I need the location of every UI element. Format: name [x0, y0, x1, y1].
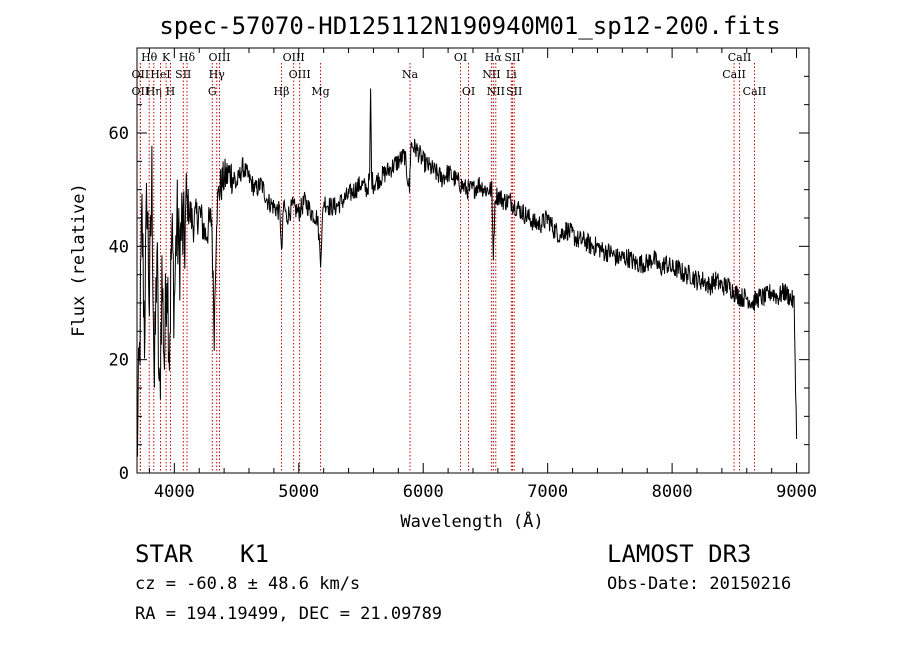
survey-name: LAMOST DR3: [607, 540, 752, 568]
plot-frame: [136, 47, 810, 474]
line-marker-label: OIII: [289, 68, 311, 81]
line-marker-label: Hδ: [179, 51, 196, 64]
x-tick-label: 9000: [776, 482, 817, 502]
observation-date: Obs-Date: 20150216: [607, 574, 792, 594]
chart-title: spec-57070-HD125112N190940M01_sp12-200.f…: [159, 12, 780, 40]
x-tick-label: 7000: [527, 482, 568, 502]
line-marker-label: NII: [487, 85, 505, 98]
y-tick-label: 20: [109, 351, 129, 371]
y-axis-label: Flux (relative): [69, 183, 89, 337]
spectral-line-markers: OIIHθOIIHηHeIKHSIIHδGOIIIHγHβOIIIOIIIMgN…: [132, 51, 767, 473]
x-axis: 4000 5000 6000 7000 8000 9000: [148, 48, 817, 502]
line-marker-label: CaII: [722, 68, 746, 81]
y-tick-label: 0: [119, 464, 129, 484]
line-marker-label: OIII: [283, 51, 305, 64]
x-tick-label: 4000: [154, 482, 195, 502]
x-tick-label: 6000: [403, 482, 444, 502]
x-tick-label: 8000: [652, 482, 693, 502]
line-marker-label: SII: [175, 68, 191, 81]
x-tick-label: 5000: [278, 482, 319, 502]
line-marker-label: HeI: [150, 68, 170, 81]
line-marker-label: K: [162, 51, 171, 64]
spectrum-series: [136, 88, 798, 457]
line-marker-label: Na: [402, 68, 419, 81]
y-axis: 0 20 40 60: [109, 47, 809, 484]
line-marker-label: Hα: [485, 51, 503, 64]
spectrum-line: [136, 88, 798, 457]
line-marker-label: H: [166, 85, 176, 98]
line-marker-label: G: [208, 85, 217, 98]
line-marker-label: OII: [132, 85, 150, 98]
line-marker-label: OI: [462, 85, 475, 98]
line-marker-label: OIII: [208, 51, 230, 64]
line-marker-label: SII: [506, 85, 522, 98]
line-marker-label: Hθ: [141, 51, 158, 64]
y-tick-label: 40: [109, 237, 129, 257]
line-marker-label: Hη: [146, 85, 162, 98]
line-marker-label: OI: [454, 51, 467, 64]
y-tick-label: 60: [109, 124, 129, 144]
line-marker-label: Hβ: [274, 85, 290, 98]
line-marker-label: CaII: [743, 85, 767, 98]
line-marker-label: CaII: [728, 51, 752, 64]
line-marker-label: Hγ: [209, 68, 226, 81]
redshift-velocity: cz = -60.8 ± 48.6 km/s: [135, 574, 361, 594]
coordinates: RA = 194.19499, DEC = 21.09789: [135, 604, 443, 624]
line-marker-label: SII: [504, 51, 520, 64]
x-axis-label: Wavelength (Å): [400, 510, 543, 532]
object-subclass: K1: [240, 540, 269, 568]
line-marker-label: Li: [506, 68, 517, 81]
object-class: STAR: [135, 540, 193, 568]
line-marker-label: NII: [482, 68, 500, 81]
line-marker-label: Mg: [311, 85, 329, 98]
